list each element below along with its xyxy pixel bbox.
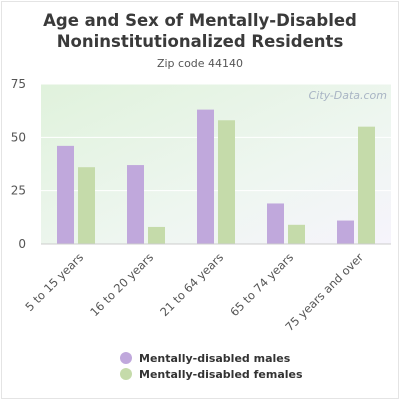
bar-females-2 bbox=[218, 120, 235, 244]
legend-item-females: Mentally-disabled females bbox=[120, 366, 303, 382]
legend-item-males: Mentally-disabled males bbox=[120, 350, 303, 366]
bar-females-0 bbox=[78, 167, 95, 244]
y-tick-label: 75 bbox=[11, 77, 26, 91]
x-tick-label: 65 to 74 years bbox=[227, 250, 296, 319]
x-tick-label: 5 to 15 years bbox=[22, 250, 86, 314]
y-tick-label: 50 bbox=[11, 130, 26, 144]
watermark: City-Data.com bbox=[309, 89, 387, 102]
x-tick-label: 21 to 64 years bbox=[157, 250, 226, 319]
legend-label-males: Mentally-disabled males bbox=[139, 351, 291, 365]
y-tick-label: 0 bbox=[18, 237, 26, 251]
bar-females-1 bbox=[148, 226, 165, 244]
bar-males-2 bbox=[197, 109, 214, 244]
legend-swatch-males bbox=[120, 352, 132, 364]
plot-area bbox=[41, 84, 391, 244]
x-tick-label: 16 to 20 years bbox=[87, 250, 156, 319]
chart-title: Age and Sex of Mentally-Disabled Noninst… bbox=[43, 11, 357, 51]
legend-label-females: Mentally-disabled females bbox=[139, 367, 303, 381]
bar-males-0 bbox=[57, 145, 74, 244]
legend-swatch-females bbox=[120, 368, 132, 380]
y-tick-label: 25 bbox=[11, 184, 26, 198]
chart-subtitle: Zip code 44140 bbox=[156, 57, 244, 70]
bar-males-3 bbox=[267, 203, 284, 244]
x-tick-label: 75 years and over bbox=[282, 250, 366, 334]
bar-males-4 bbox=[337, 220, 354, 244]
bar-males-1 bbox=[127, 165, 144, 244]
bar-females-3 bbox=[288, 224, 305, 244]
bar-females-4 bbox=[358, 126, 375, 244]
legend: Mentally-disabled males Mentally-disable… bbox=[120, 350, 303, 382]
